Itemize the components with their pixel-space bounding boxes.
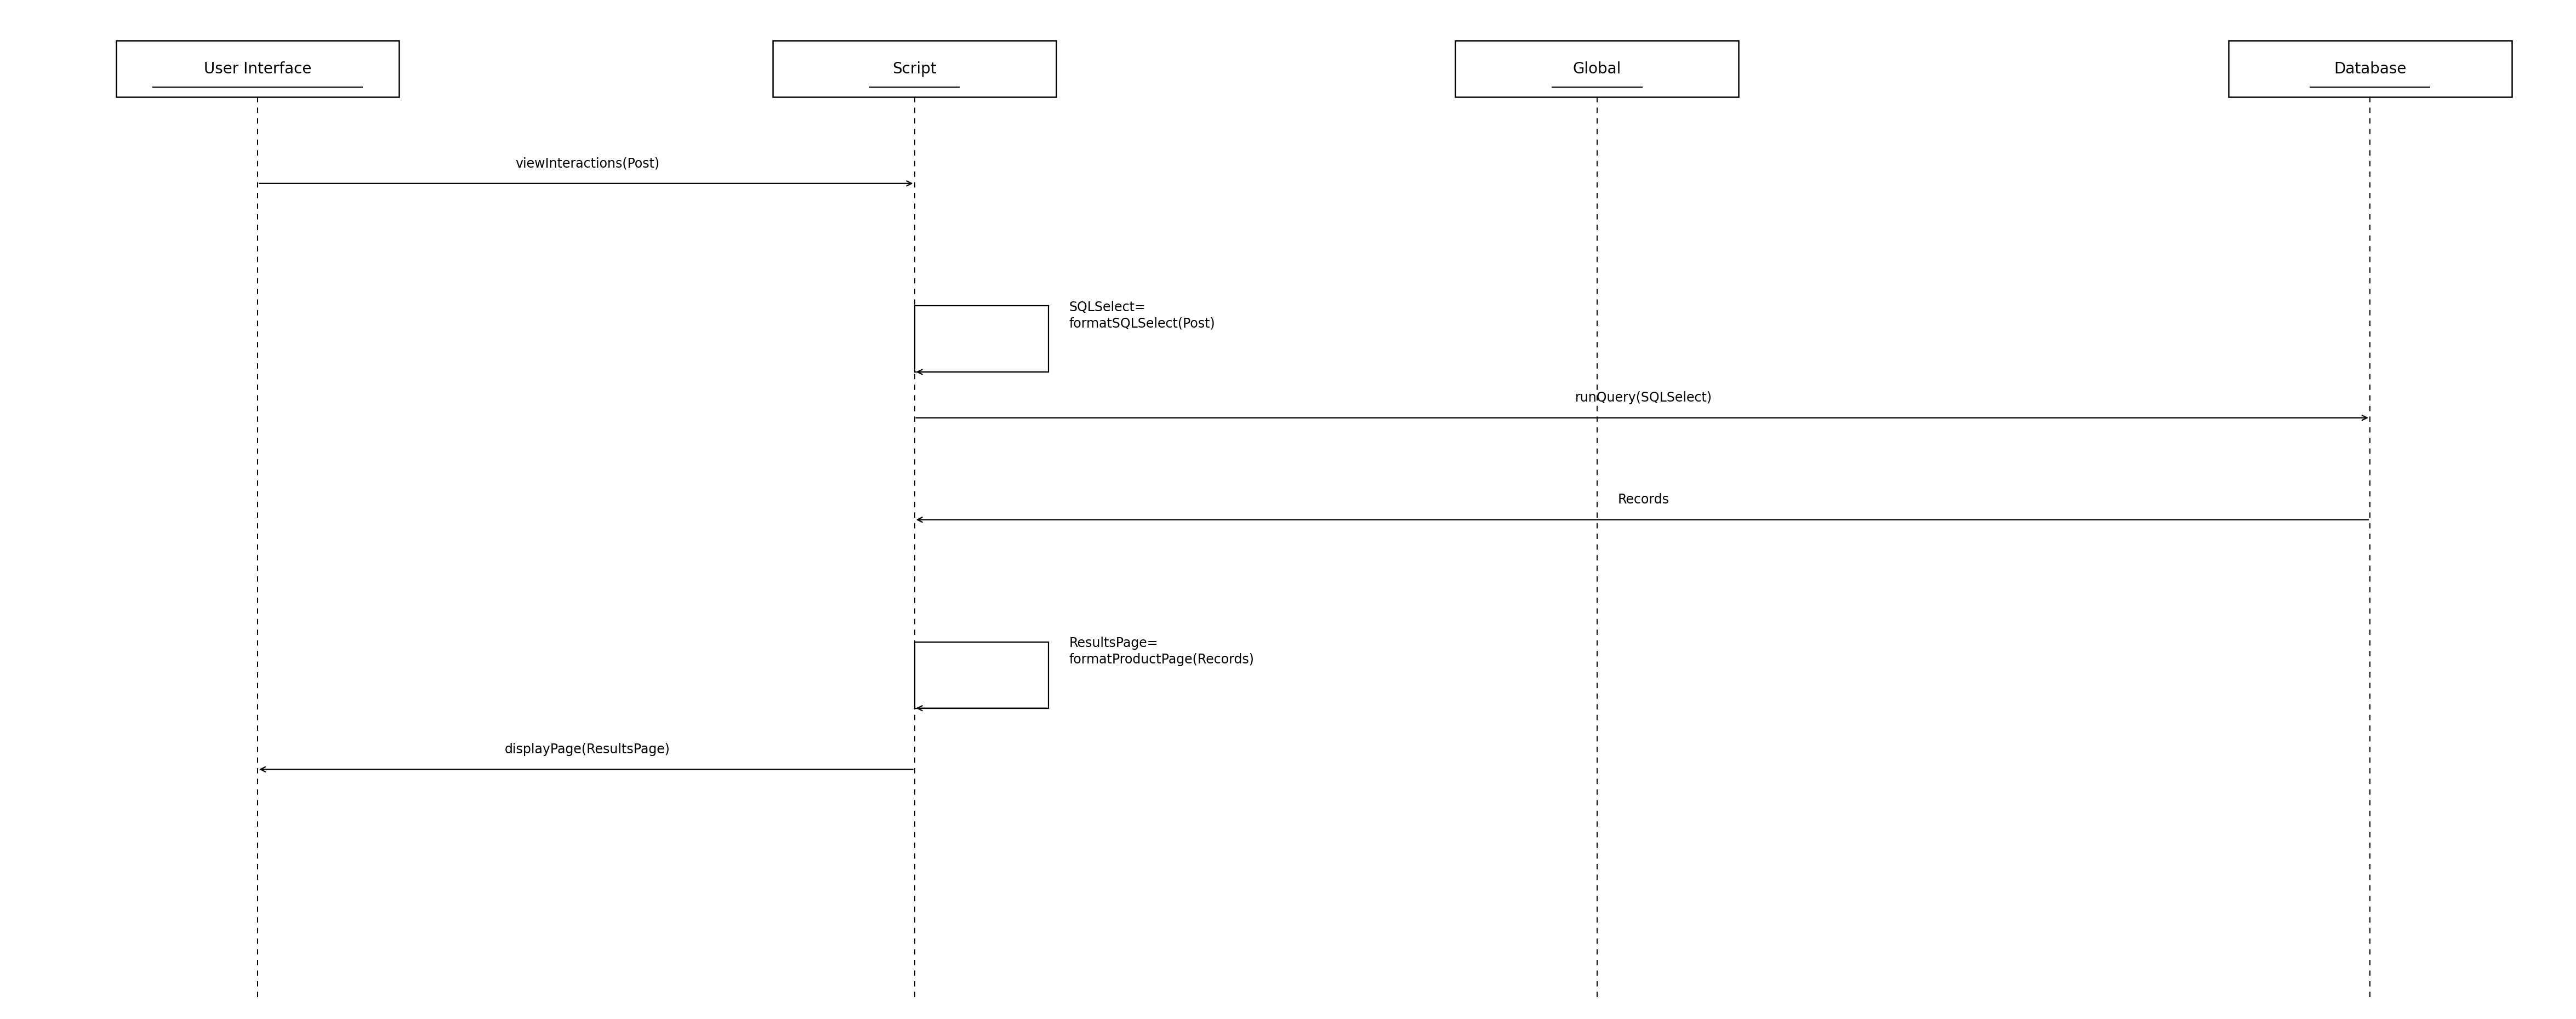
Text: SQLSelect=
formatSQLSelect(Post): SQLSelect= formatSQLSelect(Post) xyxy=(1069,301,1216,330)
Text: Records: Records xyxy=(1618,493,1669,506)
Bar xyxy=(914,306,1048,372)
Bar xyxy=(2228,41,2512,97)
Bar xyxy=(914,642,1048,708)
Text: displayPage(ResultsPage): displayPage(ResultsPage) xyxy=(505,743,670,756)
Bar xyxy=(116,41,399,97)
Text: Database: Database xyxy=(2334,61,2406,76)
Bar xyxy=(773,41,1056,97)
Text: viewInteractions(Post): viewInteractions(Post) xyxy=(515,157,659,170)
Text: Script: Script xyxy=(891,61,938,76)
Text: runQuery(SQLSelect): runQuery(SQLSelect) xyxy=(1574,391,1713,405)
Text: Global: Global xyxy=(1574,61,1620,76)
Text: ResultsPage=
formatProductPage(Records): ResultsPage= formatProductPage(Records) xyxy=(1069,637,1255,666)
Bar xyxy=(1455,41,1739,97)
Text: User Interface: User Interface xyxy=(204,61,312,76)
